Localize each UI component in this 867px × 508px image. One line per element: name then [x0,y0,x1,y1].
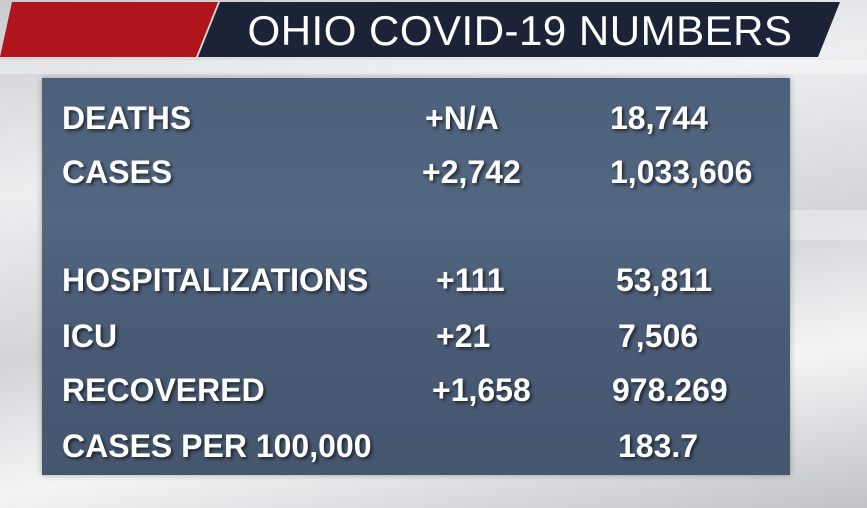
row-label: ICU [62,318,118,354]
row-change: +1,658 [432,372,531,408]
row-total: 7,506 [618,318,699,354]
row-total: 53,811 [616,262,713,298]
row-change: +N/A [425,100,499,136]
row-label: DEATHS [62,100,192,136]
row-change: +21 [436,318,491,354]
stats-panel [42,78,790,475]
row-label: HOSPITALIZATIONS [62,262,369,298]
row-label: CASES [62,154,173,190]
banner-navy [198,2,840,57]
row-label: CASES PER 100,000 [62,428,372,464]
title-banner [0,2,840,57]
banner-red [0,2,218,57]
row-change: +2,742 [422,154,521,190]
row-change: +111 [436,262,505,298]
row-total: 183.7 [618,428,699,464]
title: OHIO COVID-19 NUMBERS [247,7,793,54]
row-total: 18,744 [610,100,708,136]
row-total: 1,033,606 [610,154,753,190]
row-label: RECOVERED [62,372,265,408]
background-streak [790,210,867,240]
background-streak [0,60,867,74]
row-total: 978.269 [612,372,728,408]
